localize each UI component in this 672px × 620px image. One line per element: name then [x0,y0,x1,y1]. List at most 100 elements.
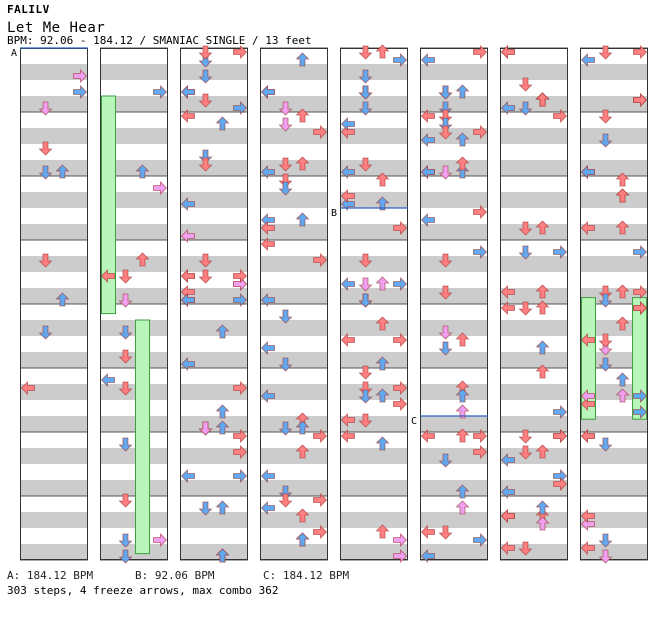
freeze-arrow-body [101,95,116,315]
left-arrow [260,341,275,355]
down-arrow [118,493,133,508]
beat-stripe [420,224,488,240]
right-arrow [153,533,168,547]
up-arrow [455,84,470,99]
beat-stripe [340,256,408,272]
right-arrow [73,85,88,99]
down-arrow [518,429,533,444]
down-arrow [38,253,53,268]
beat-stripe [260,416,328,432]
beat-stripe [260,224,328,240]
beat-stripe [20,416,88,432]
beat-stripe [260,480,328,496]
measure-column [20,47,88,561]
left-arrow [100,269,115,283]
down-arrow [198,421,213,436]
beat-stripe [260,448,328,464]
down-arrow [278,117,293,132]
left-arrow [340,165,355,179]
up-arrow [295,508,310,523]
beat-stripe [580,288,648,304]
freeze-arrow-body [581,297,596,420]
right-arrow [393,221,408,235]
beat-stripe [260,512,328,528]
left-arrow [500,541,515,555]
up-arrow [295,156,310,171]
down-arrow [358,389,373,404]
beat-stripe [100,352,168,368]
left-arrow [180,85,195,99]
beat-stripe [340,448,408,464]
column-border [180,48,248,560]
beat-stripe [340,320,408,336]
up-arrow [455,388,470,403]
down-arrow [438,325,453,340]
left-arrow [340,333,355,347]
left-arrow [500,453,515,467]
down-arrow [118,549,133,564]
left-arrow [180,109,195,123]
left-arrow [580,53,595,67]
down-arrow [598,357,613,372]
up-arrow [375,316,390,331]
left-arrow [580,333,595,347]
beat-stripe [580,320,648,336]
beat-stripe [180,64,248,80]
left-arrow [580,509,595,523]
right-arrow [393,333,408,347]
down-arrow [518,77,533,92]
up-arrow [455,404,470,419]
bpm-change-label: B [331,208,337,219]
right-arrow [233,469,248,483]
left-arrow [180,197,195,211]
up-arrow [375,356,390,371]
down-arrow [38,101,53,116]
beat-stripe [260,192,328,208]
down-arrow [438,85,453,100]
up-arrow [455,428,470,443]
chart-stats: 303 steps, 4 freeze arrows, max combo 36… [7,584,279,597]
right-arrow [473,445,488,459]
down-arrow [358,157,373,172]
measure-column [100,47,168,561]
up-arrow [215,500,230,515]
down-arrow [438,101,453,116]
beat-stripe [500,512,568,528]
beat-stripe [340,128,408,144]
up-arrow [215,116,230,131]
up-arrow [535,516,550,531]
up-arrow [535,500,550,515]
up-arrow [615,188,630,203]
right-arrow [233,381,248,395]
right-arrow [473,45,488,59]
beat-stripe [20,192,88,208]
down-arrow [518,541,533,556]
beat-stripe [500,544,568,560]
beat-stripe [340,352,408,368]
up-arrow [615,284,630,299]
left-arrow [260,469,275,483]
down-arrow [358,45,373,60]
up-arrow [535,220,550,235]
beat-stripe [180,160,248,176]
beat-stripe [100,96,168,112]
right-arrow [313,525,328,539]
beat-stripe [500,224,568,240]
down-arrow [198,69,213,84]
up-arrow [455,156,470,171]
left-arrow [340,429,355,443]
beat-stripe [500,192,568,208]
beat-stripe [180,192,248,208]
left-arrow [580,389,595,403]
beat-stripe [180,512,248,528]
up-arrow [455,332,470,347]
beat-stripe [180,384,248,400]
song-title: Let Me Hear [7,20,106,36]
down-arrow [358,101,373,116]
beat-stripe [20,128,88,144]
down-arrow [598,533,613,548]
beat-stripe [20,352,88,368]
left-arrow [180,293,195,307]
up-arrow [535,284,550,299]
step-chart: A B C [11,44,648,564]
